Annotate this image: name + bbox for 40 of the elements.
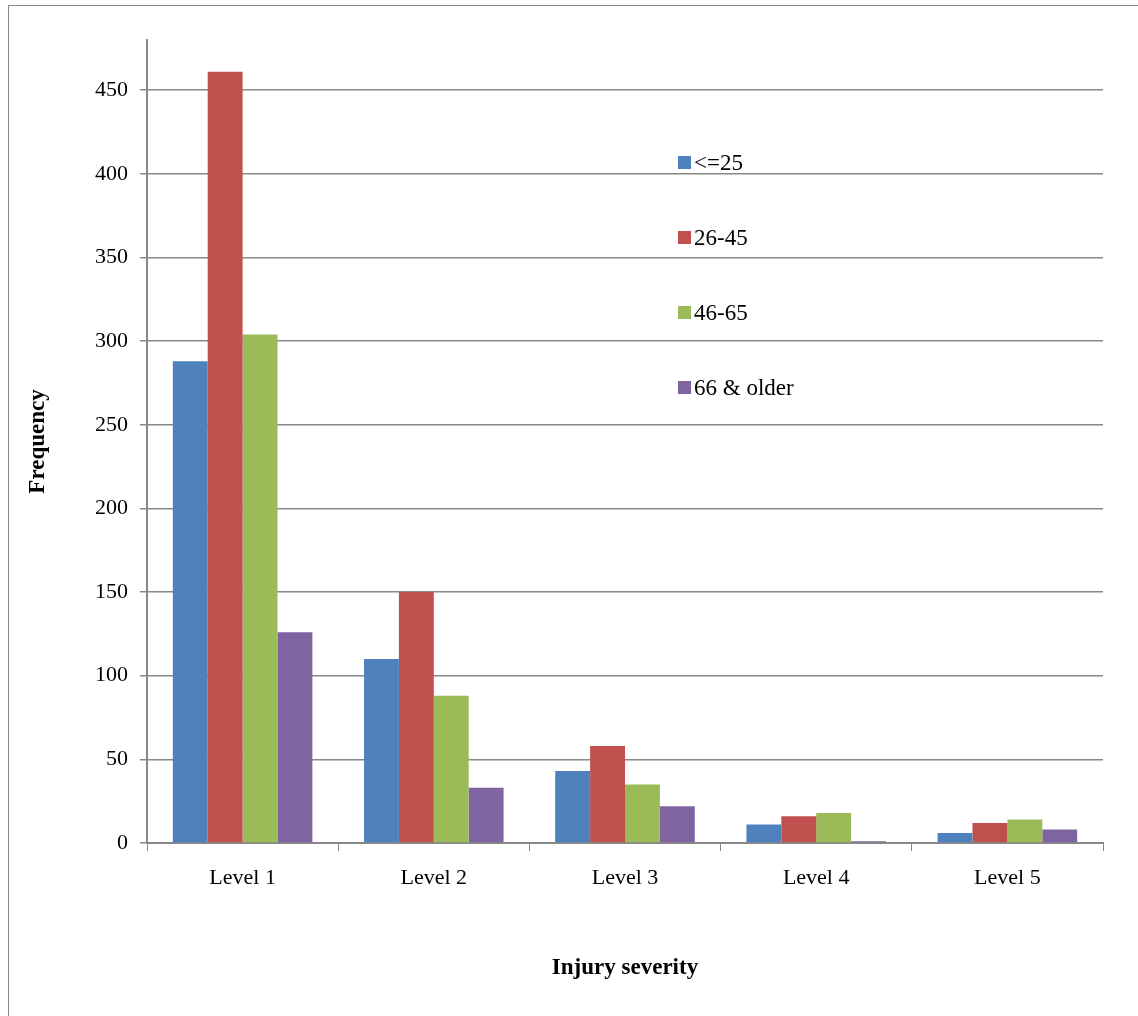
bar xyxy=(746,824,782,843)
x-tick-label: Level 4 xyxy=(782,863,850,889)
y-tick-label: 400 xyxy=(95,159,128,185)
bar xyxy=(555,771,591,843)
y-tick-label: 100 xyxy=(95,661,128,687)
x-tick-label: Level 2 xyxy=(400,863,468,889)
y-tick-label: 150 xyxy=(95,577,128,603)
bar xyxy=(277,632,313,843)
y-tick-label: 200 xyxy=(95,494,128,520)
bar xyxy=(172,361,208,843)
bar xyxy=(1007,819,1043,843)
bar xyxy=(468,787,504,843)
x-tick-label: Level 3 xyxy=(591,863,659,889)
bar xyxy=(433,695,469,843)
legend-label: 46-65 xyxy=(694,299,748,326)
y-tick-label: 50 xyxy=(106,745,128,771)
bar xyxy=(816,812,852,843)
legend-label: 66 & older xyxy=(694,374,794,401)
bar xyxy=(937,832,973,843)
y-tick-label: 350 xyxy=(95,243,128,269)
bar xyxy=(590,745,625,843)
bar xyxy=(659,806,695,843)
x-tick-label: Level 1 xyxy=(209,863,276,889)
y-axis-title: Frequency xyxy=(23,388,49,494)
y-tick-label: 0 xyxy=(117,828,128,854)
bar xyxy=(242,334,278,843)
x-tick-label: Level 5 xyxy=(974,863,1041,889)
bar xyxy=(364,658,399,843)
legend-label: 26-45 xyxy=(694,224,748,251)
bar xyxy=(207,71,243,843)
bar xyxy=(625,784,660,843)
y-tick-label: 300 xyxy=(95,326,128,352)
bar xyxy=(781,816,817,843)
bar xyxy=(398,592,434,843)
x-axis-title: Injury severity xyxy=(551,954,699,980)
y-tick-label: 450 xyxy=(95,75,128,101)
bar xyxy=(1042,829,1078,843)
bar xyxy=(972,822,1008,843)
y-tick-label: 250 xyxy=(95,410,128,436)
legend-label: <=25 xyxy=(694,149,743,176)
